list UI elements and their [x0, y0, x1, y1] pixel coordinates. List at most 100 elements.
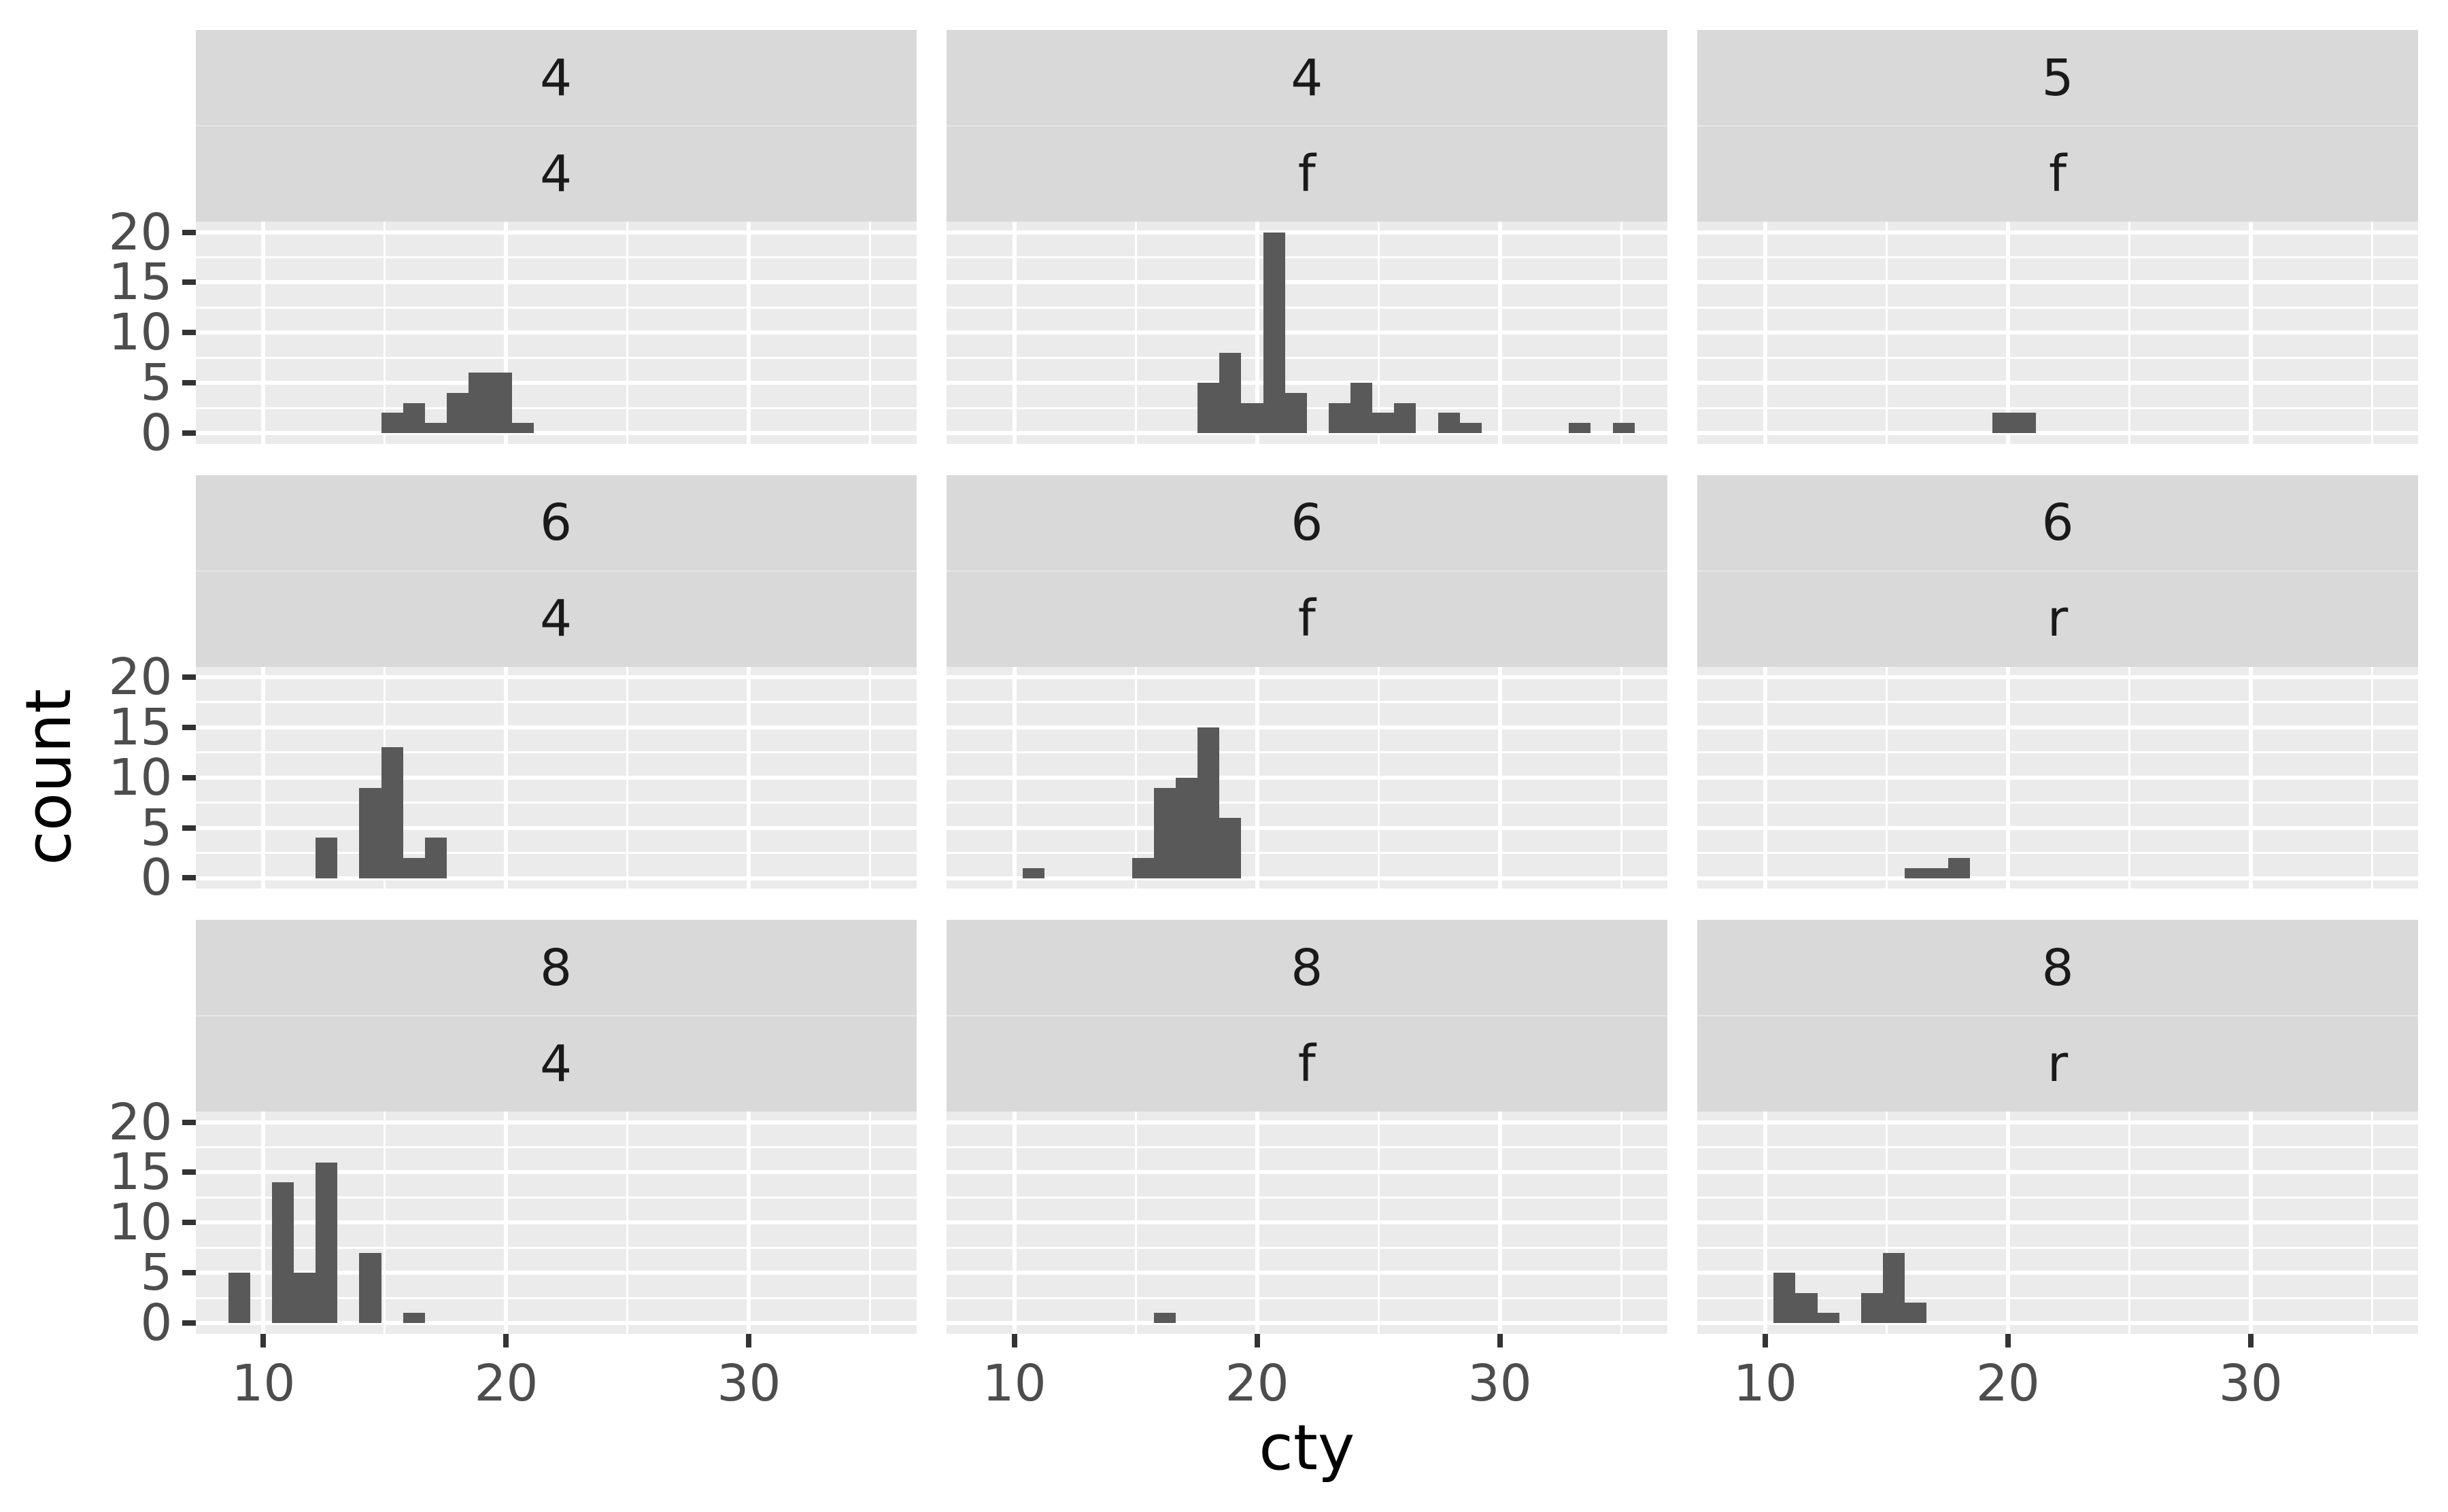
y-major-gridline [195, 381, 917, 385]
histogram-bar-cty16 [403, 857, 425, 878]
y-major-gridline [195, 725, 917, 729]
strip-label-drv: 4 [540, 589, 573, 648]
y-major-gridline [946, 775, 1667, 780]
histogram-bar-cty11 [1023, 867, 1045, 878]
strip-divider [946, 125, 1667, 126]
y-major-gridline [946, 675, 1667, 680]
y-major-gridline [1697, 1170, 2419, 1175]
strip-divider [195, 570, 917, 572]
strip-label-cyl: 6 [1291, 494, 1323, 552]
x-tick-label: 30 [717, 1354, 781, 1413]
y-minor-gridline [946, 1296, 1667, 1299]
y-tick-mark [182, 724, 196, 730]
y-major-gridline [1697, 725, 2419, 729]
y-tick-label: 0 [140, 848, 173, 908]
histogram-bar-cty19 [469, 373, 491, 433]
y-tick-mark [182, 774, 196, 780]
y-tick-label: 10 [108, 303, 173, 362]
y-minor-gridline [1697, 1196, 2419, 1199]
strip-drv-value: f [1697, 126, 2418, 222]
histogram-bar-cty15 [381, 747, 403, 878]
y-minor-gridline [1697, 852, 2419, 855]
y-major-gridline [1697, 381, 2419, 385]
y-tick-label: 15 [108, 1143, 173, 1202]
strip-label-cyl: 8 [2041, 938, 2074, 997]
y-major-gridline [195, 775, 917, 780]
y-major-gridline [946, 381, 1667, 385]
histogram-bar-cty11 [1773, 1273, 1796, 1323]
strip-label-drv: r [2047, 589, 2069, 648]
strip-label-cyl: 4 [1291, 48, 1323, 107]
x-major-gridline [504, 1112, 509, 1334]
histogram-bar-cty24 [1350, 383, 1373, 433]
histogram-bar-cty13 [316, 1162, 338, 1323]
x-major-gridline [504, 666, 509, 889]
y-axis-title: count [12, 688, 85, 865]
strip-drv-value: 4 [196, 1016, 917, 1112]
y-major-gridline [195, 1170, 917, 1175]
strip-label-cyl: 6 [2041, 494, 2074, 552]
y-major-gridline [195, 330, 917, 335]
y-major-gridline [1697, 1120, 2419, 1124]
y-minor-gridline [946, 701, 1667, 704]
histogram-bar-cty23 [1328, 402, 1351, 433]
y-major-gridline [1697, 431, 2419, 435]
histogram-bar-cty18 [1197, 383, 1220, 433]
histogram-bar-cty20 [490, 373, 513, 433]
x-major-gridline [261, 1112, 266, 1334]
y-major-gridline [1697, 675, 2419, 680]
y-minor-gridline [1697, 407, 2419, 409]
y-major-gridline [946, 1271, 1667, 1275]
strip-label-cyl: 8 [540, 938, 573, 997]
histogram-bar-cty21 [2013, 413, 2036, 433]
strip-label-drv: 4 [540, 144, 573, 203]
y-major-gridline [946, 1220, 1667, 1225]
strip-label-cyl: 5 [2041, 48, 2074, 107]
strip-divider [946, 1015, 1667, 1016]
histogram-bar-cty18 [446, 392, 469, 433]
y-tick-mark [182, 330, 196, 336]
x-major-gridline [2248, 1112, 2253, 1334]
histogram-bar-cty16 [1905, 867, 1927, 878]
strip-drv-value: f [947, 1016, 1667, 1112]
histogram-bar-cty13 [1817, 1313, 1839, 1323]
x-major-gridline [1497, 222, 1502, 444]
x-tick-mark [746, 1333, 752, 1347]
histogram-bar-cty16 [1153, 787, 1176, 878]
y-minor-gridline [195, 1246, 917, 1249]
y-minor-gridline [195, 1196, 917, 1199]
x-tick-mark [1762, 1333, 1768, 1347]
strip-cyl-value: 8 [947, 920, 1667, 1016]
strip-divider [1697, 125, 2419, 126]
x-axis-title: cty [1259, 1411, 1355, 1484]
x-major-gridline [1012, 222, 1017, 444]
y-tick-label: 10 [108, 748, 173, 807]
x-major-gridline [504, 222, 509, 444]
y-tick-label: 20 [108, 648, 173, 706]
strip-drv-value: f [947, 571, 1667, 667]
histogram-bar-cty17 [424, 838, 447, 878]
y-minor-gridline [195, 1296, 917, 1299]
histogram-bar-cty18 [1197, 727, 1220, 878]
y-minor-gridline [195, 256, 917, 258]
x-tick-label: 30 [2218, 1354, 2283, 1413]
y-major-gridline [195, 280, 917, 285]
y-major-gridline [195, 825, 917, 830]
strip-cyl-value: 4 [947, 30, 1667, 126]
y-tick-label: 5 [140, 798, 173, 857]
x-major-gridline [1255, 1112, 1259, 1334]
y-minor-gridline [946, 1246, 1667, 1249]
strip-divider [1697, 570, 2419, 572]
y-tick-mark [182, 430, 196, 436]
strip-label-drv: f [1297, 1034, 1316, 1093]
strip-label-drv: r [2047, 1034, 2069, 1093]
x-major-gridline [747, 222, 751, 444]
y-minor-gridline [946, 852, 1667, 855]
strip-cyl-value: 6 [947, 475, 1667, 571]
histogram-bar-cty16 [403, 402, 425, 433]
y-major-gridline [946, 825, 1667, 830]
